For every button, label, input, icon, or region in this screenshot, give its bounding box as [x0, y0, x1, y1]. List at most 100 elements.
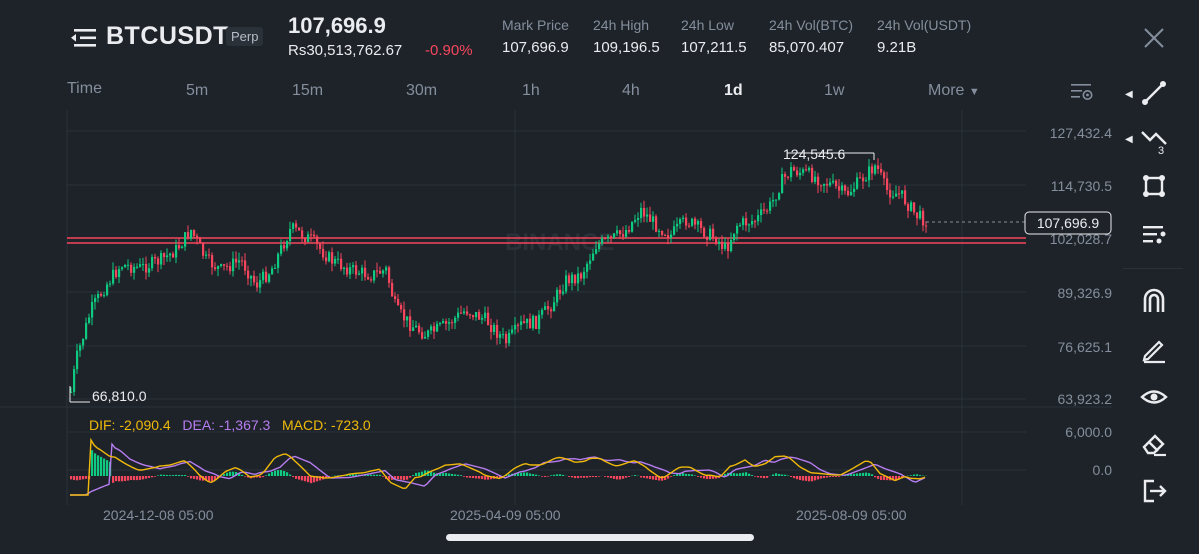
macd-bar [205, 476, 208, 481]
candle-body [199, 238, 202, 243]
more-dropdown[interactable]: More ▼ [928, 82, 980, 100]
candle-body [775, 199, 778, 201]
candle-body [556, 289, 559, 303]
tab-1d[interactable]: 1d [724, 82, 743, 99]
macd-bar [430, 471, 433, 476]
candle-body [925, 225, 928, 227]
candle-body [718, 241, 721, 244]
candle-body [229, 266, 232, 272]
candle-body [835, 180, 838, 187]
macd-bar [79, 476, 82, 480]
tab-4h[interactable]: 4h [622, 82, 640, 99]
candle-body [154, 256, 157, 259]
expand-arrow-icon[interactable]: ◀ [1125, 134, 1133, 145]
tab-1h[interactable]: 1h [522, 82, 540, 99]
macd-bar [895, 476, 898, 481]
macd-bar [391, 476, 394, 480]
macd-bar [664, 476, 667, 481]
candle-body [277, 253, 280, 269]
eraser-icon [1142, 434, 1166, 457]
macd-bar [97, 455, 100, 476]
stat-label: 24h Vol(USDT) [877, 17, 972, 33]
macd-bar [289, 474, 292, 476]
macd-bar [598, 476, 601, 477]
candle-body [367, 277, 370, 280]
stat-value: 85,070.407 [769, 39, 845, 56]
pencil-button[interactable] [1138, 333, 1170, 365]
candle-body [130, 264, 133, 273]
candle-body [436, 323, 439, 332]
macd-bar [544, 476, 547, 477]
symbol-name[interactable]: BTCUSDT [106, 22, 229, 50]
macd-bar [247, 476, 250, 478]
macd-bar [691, 474, 694, 476]
magnet-button[interactable] [1138, 285, 1170, 317]
stat-label: 24h Vol(BTC) [769, 17, 854, 33]
candlestick-chart[interactable]: BINANCE 107,696.9 124,545.6 66,810.0 [0, 110, 1112, 510]
contract-type-badge: Perp [226, 27, 264, 46]
tab-15m[interactable]: 15m [292, 82, 324, 99]
macd-bar [655, 476, 658, 480]
eraser-button[interactable] [1138, 427, 1170, 459]
macd-bar [121, 476, 124, 482]
candle-body [337, 258, 340, 260]
macd-bar [163, 474, 166, 476]
exit-button[interactable] [1138, 475, 1170, 507]
candle-body [916, 212, 919, 219]
candle-body [904, 190, 907, 205]
tab-30m[interactable]: 30m [406, 82, 438, 99]
macd-bar [484, 476, 487, 480]
macd-bar [172, 475, 175, 476]
magnet-icon [1143, 288, 1165, 312]
macd-bar [241, 474, 244, 476]
close-icon[interactable] [1142, 26, 1166, 50]
candle-body [325, 257, 328, 262]
candle-body [538, 314, 541, 329]
candle-body [454, 317, 457, 323]
candle-body [334, 258, 337, 264]
macd-bar [508, 474, 511, 476]
candle-body [304, 237, 307, 243]
fib-tool-button[interactable]: 3 [1138, 124, 1170, 157]
candle-body [238, 260, 241, 263]
macd-bar [112, 476, 115, 483]
expand-arrow-icon[interactable]: ◀ [1125, 89, 1133, 100]
candle-body [814, 176, 817, 182]
macd-bar [898, 476, 901, 480]
line-tool-button[interactable] [1138, 77, 1170, 109]
menu-icon[interactable] [70, 26, 98, 50]
macd-bar [412, 475, 415, 476]
home-indicator[interactable] [446, 534, 754, 541]
macd-bar [532, 474, 535, 476]
macd-bar [748, 473, 751, 476]
candle-body [385, 267, 388, 271]
candle-body [142, 263, 145, 265]
candle-body [634, 219, 637, 222]
eye-icon [1140, 390, 1168, 404]
macd-bar [676, 474, 679, 476]
stat-label: Mark Price [502, 17, 569, 33]
candle-body [670, 234, 673, 238]
candle-body [919, 210, 922, 219]
candle-body [676, 223, 679, 227]
indicators-button[interactable] [1138, 218, 1170, 250]
tab-time[interactable]: Time [67, 80, 102, 97]
macd-bar [70, 476, 73, 480]
candle-body [175, 245, 178, 258]
candle-body [211, 255, 214, 268]
macd-bar [670, 476, 673, 477]
price-chart[interactable]: BINANCE 107,696.9 124,545.6 66,810.0 127… [0, 110, 1112, 523]
macd-bar [553, 474, 556, 476]
visibility-button[interactable] [1138, 381, 1170, 413]
macd-bar [634, 475, 637, 476]
tab-5m[interactable]: 5m [186, 82, 209, 99]
chart-settings-icon[interactable] [1070, 82, 1094, 102]
shape-tool-button[interactable] [1138, 170, 1170, 202]
macd-bar [814, 476, 817, 481]
tab-1w[interactable]: 1w [824, 82, 845, 99]
candle-body [907, 204, 910, 211]
macd-bar [376, 474, 379, 476]
candle-body [568, 275, 571, 284]
candle-body [532, 315, 535, 329]
macd-bar [850, 474, 853, 476]
